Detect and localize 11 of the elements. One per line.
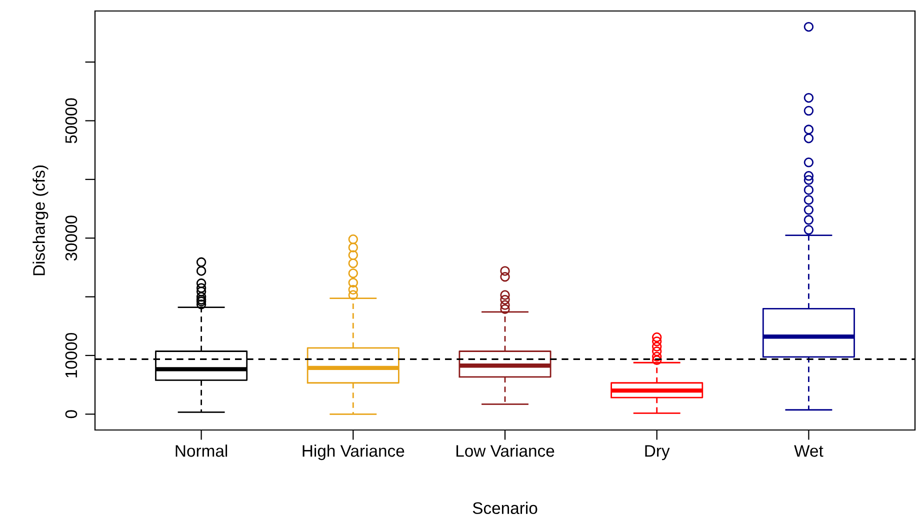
y-axis-title: Discharge (cfs) xyxy=(32,166,48,276)
x-tick-label: Normal xyxy=(176,444,228,457)
x-tick-label: High Variance xyxy=(302,444,404,460)
x-axis-title: Scenario xyxy=(472,502,538,514)
x-tick-label: Wet xyxy=(794,445,824,457)
y-tick-label: 0 xyxy=(65,410,78,418)
y-tick-label: 10000 xyxy=(65,332,78,378)
x-tick-label: Dry xyxy=(645,445,670,460)
y-tick-label: 50000 xyxy=(65,98,78,144)
x-tick-label: Low Variance xyxy=(456,444,554,457)
y-tick-label: 30000 xyxy=(65,216,78,261)
